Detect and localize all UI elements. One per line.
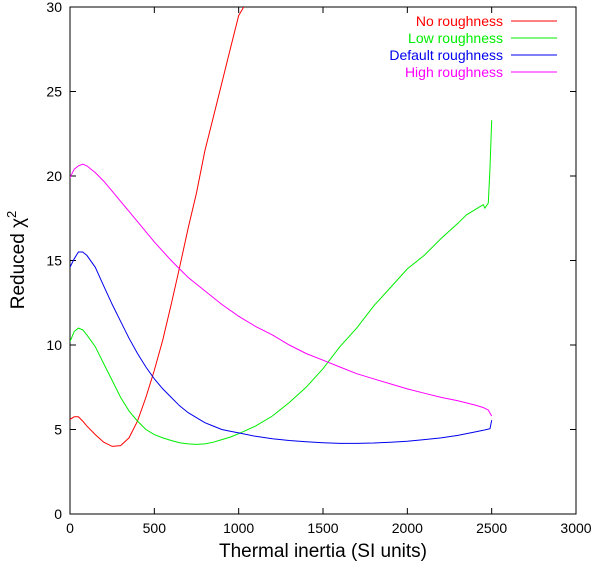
legend-label: High roughness	[405, 64, 503, 80]
x-tick-label: 2000	[392, 520, 423, 536]
x-axis-label: Thermal inertia (SI units)	[219, 541, 427, 562]
y-tick-label: 15	[46, 253, 62, 269]
y-tick-label: 25	[46, 84, 62, 100]
x-tick-label: 0	[66, 520, 74, 536]
y-axis-label-main: Reduced χ	[8, 218, 29, 309]
y-axis-label-superscript: 2	[4, 211, 19, 218]
y-tick-label: 5	[54, 422, 62, 438]
series-layer	[70, 7, 493, 447]
y-tick-label: 30	[46, 0, 62, 15]
legend-label: Low roughness	[408, 30, 503, 46]
x-tick-label: 3000	[560, 520, 591, 536]
y-tick-label: 0	[54, 506, 62, 522]
legend-label: Default roughness	[389, 47, 503, 63]
x-tick-label: 500	[143, 520, 167, 536]
y-axis-label: Reduced χ2	[4, 211, 29, 310]
series-line-high-roughness	[70, 163, 493, 417]
x-tick-label: 1000	[223, 520, 254, 536]
legend-label: No roughness	[416, 13, 503, 29]
series-line-low-roughness	[70, 120, 493, 445]
series-line-default-roughness	[70, 251, 493, 444]
x-tick-label: 2500	[476, 520, 507, 536]
x-tick-label: 1500	[307, 520, 338, 536]
plot-frame	[69, 6, 577, 515]
y-tick-label: 20	[46, 168, 62, 184]
series-line-no-roughness	[70, 7, 245, 447]
y-tick-label: 10	[46, 337, 62, 353]
axis-ticks: 0 500 1000 1500 2000 2500 3000 0 5 10 15 20 25 30	[46, 0, 591, 536]
